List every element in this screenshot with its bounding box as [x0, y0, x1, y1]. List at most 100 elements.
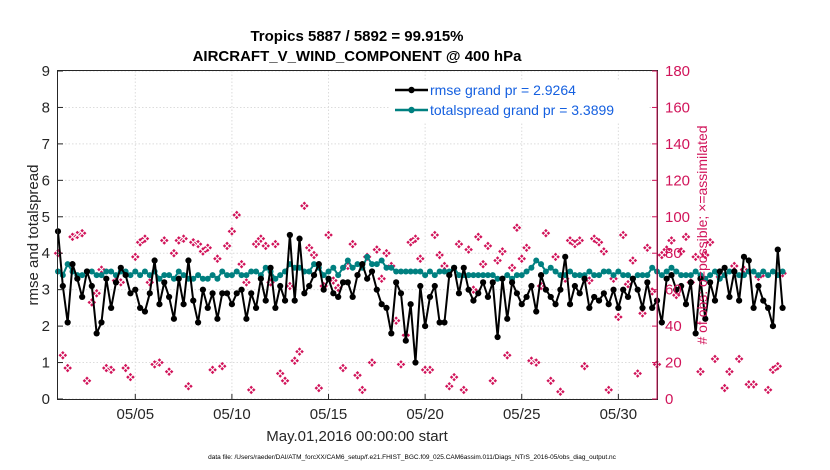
obs-assimilated-point: [677, 247, 685, 255]
totalspread-point: [407, 268, 414, 275]
rmse-point: [769, 323, 777, 330]
obs-assimilated-point: [247, 386, 255, 394]
totalspread-point: [277, 272, 284, 279]
rmse-point: [59, 282, 66, 290]
rmse-point: [407, 301, 414, 308]
obs-assimilated-point: [208, 366, 217, 374]
x-tick-label: 05/20: [406, 406, 444, 423]
rmse-point: [562, 253, 569, 260]
rmse-point: [349, 293, 356, 301]
totalspread-point: [571, 272, 578, 279]
totalspread-point: [373, 261, 380, 268]
totalspread-point: [393, 268, 400, 275]
rmse-point: [707, 279, 714, 286]
totalspread-point: [513, 272, 520, 279]
obs-assimilated-point: [571, 240, 579, 248]
rmse-point: [393, 279, 400, 286]
rmse-point: [272, 304, 279, 311]
totalspread-point: [736, 272, 743, 279]
rmse-point: [721, 264, 728, 271]
rmse-point: [88, 282, 95, 290]
rmse-point: [426, 293, 434, 301]
obs-assimilated-point: [339, 364, 347, 372]
rmse-point: [209, 290, 216, 297]
rmse-point: [151, 257, 158, 264]
rmse-point: [69, 261, 76, 268]
rmse-point: [194, 319, 202, 326]
rmse-point: [301, 290, 308, 297]
obs-assimilated-point: [286, 282, 294, 290]
totalspread-point: [214, 275, 221, 282]
obs-assimilated-point: [315, 384, 323, 392]
obs-assimilated-point: [721, 384, 729, 392]
totalspread-point: [199, 275, 206, 282]
legend-spread-label: totalspread grand pr = 3.3899: [430, 102, 614, 118]
chart-title: Tropics 5887 / 5892 = 99.915%: [250, 28, 463, 45]
totalspread-point: [108, 268, 115, 275]
x-tick-label: 05/15: [310, 406, 348, 423]
rmse-point: [248, 290, 255, 297]
rmse-point: [79, 293, 86, 301]
obs-assimilated-point: [682, 233, 690, 241]
rmse-point: [504, 315, 511, 322]
rmse-point: [649, 304, 656, 311]
totalspread-point: [311, 261, 318, 268]
totalspread-point: [141, 268, 148, 275]
rmse-point: [83, 268, 91, 275]
obs-assimilated-point: [614, 313, 622, 321]
obs-assimilated-point: [117, 278, 125, 286]
rmse-point: [368, 268, 376, 275]
obs-assimilated-point: [271, 240, 279, 248]
rmse-series: [54, 228, 786, 366]
totalspread-point: [779, 268, 786, 275]
totalspread-point: [248, 268, 255, 275]
right-axis: 0 20 40 60 80 100 120 140 160 180: [652, 63, 690, 408]
legend-box: [390, 80, 648, 122]
rmse-point: [422, 323, 429, 330]
totalspread-point: [330, 264, 337, 271]
rmse-point: [388, 330, 395, 337]
totalspread-point: [538, 261, 545, 268]
y-tick-label: 3: [42, 282, 50, 299]
totalspread-point: [755, 272, 762, 279]
obs-assimilated-point: [576, 236, 584, 245]
rmse-point: [315, 261, 322, 268]
rmse-point: [600, 290, 607, 297]
y2-tick-label: 100: [665, 209, 690, 226]
rmse-point: [219, 290, 226, 297]
totalspread-point: [615, 268, 622, 275]
rmse-point: [779, 304, 786, 311]
rmse-point: [591, 293, 598, 301]
totalspread-point: [64, 261, 71, 268]
rmse-point: [634, 286, 641, 293]
y-tick-label: 0: [42, 391, 50, 408]
y2-tick-label: 20: [665, 355, 682, 372]
obs-assimilated-point: [634, 369, 642, 378]
obs-assimilated-point: [730, 262, 738, 270]
y2-tick-label: 120: [665, 172, 690, 189]
totalspread-point: [750, 268, 757, 275]
totalspread-point: [528, 264, 535, 271]
totalspread-point: [243, 272, 250, 279]
obs-assimilated-point: [638, 309, 647, 317]
rmse-point: [451, 264, 458, 271]
totalspread-point: [673, 268, 680, 275]
rmse-point: [620, 286, 627, 293]
obs-assimilated-point: [711, 355, 719, 363]
obs-assimilated-point: [484, 242, 492, 250]
totalspread-point: [354, 261, 361, 268]
y-tick-label: 6: [42, 172, 50, 189]
totalspread-point: [166, 272, 173, 279]
rmse-point: [494, 333, 501, 341]
legend: rmse grand pr = 2.9264 totalspread grand…: [390, 80, 648, 122]
rmse-point: [228, 301, 236, 308]
legend-rmse-label: rmse grand pr = 2.9264: [430, 82, 576, 98]
rmse-point: [479, 279, 487, 286]
y2-tick-label: 160: [665, 99, 690, 116]
rmse-point: [765, 304, 772, 311]
totalspread-point: [422, 272, 429, 279]
totalspread-point: [547, 264, 554, 271]
rmse-point: [180, 301, 187, 308]
rmse-point: [740, 253, 748, 260]
totalspread-point: [79, 272, 86, 279]
